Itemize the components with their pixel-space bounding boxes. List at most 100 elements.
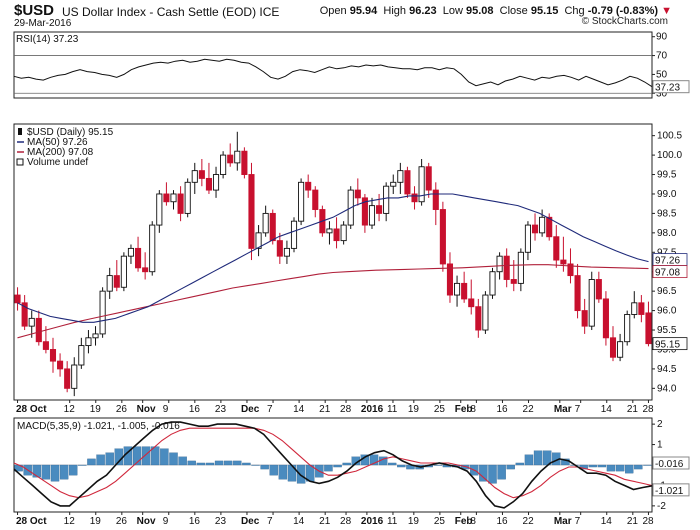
- macd-histogram-bar: [643, 464, 652, 466]
- macd-histogram-bar: [59, 464, 69, 480]
- rsi-tick-label: 50: [656, 69, 668, 80]
- macd-tick-label: -2: [657, 501, 666, 512]
- rsi-tick-label: 70: [656, 51, 668, 62]
- macd-histogram-bar: [196, 462, 206, 466]
- open-label: Open: [319, 5, 347, 17]
- close-label: Close: [499, 5, 528, 17]
- price-x-label: 2016: [361, 404, 384, 415]
- macd-histogram-bar: [533, 450, 543, 466]
- candle-body: [120, 255, 127, 288]
- candle-body: [106, 275, 113, 292]
- candle-body: [546, 216, 553, 238]
- macd-x-label: 28 Oct: [16, 516, 47, 527]
- candle-body: [333, 228, 340, 242]
- macd-x-label: 12: [64, 516, 76, 527]
- price-x-label: 26: [116, 404, 128, 415]
- low-value: 95.08: [465, 5, 494, 17]
- price-tick-label: 99.5: [657, 170, 677, 181]
- low-label: Low: [442, 5, 463, 17]
- candle-body: [432, 189, 439, 210]
- macd-histogram-bar: [506, 464, 515, 470]
- macd-histogram-bar: [497, 464, 506, 480]
- candle-body: [567, 263, 574, 277]
- macd-x-label: Nov: [137, 516, 156, 527]
- macd-histogram-bar: [78, 464, 87, 466]
- candle-body: [439, 209, 446, 265]
- price-x-label: 14: [293, 404, 305, 415]
- price-legend-item: MA(200) 97.08: [27, 147, 94, 158]
- candle-body: [404, 170, 411, 195]
- macd-signal-line: [13, 427, 653, 499]
- candle-body: [248, 174, 255, 249]
- candle-body: [170, 193, 177, 203]
- candle-body: [595, 279, 602, 300]
- macd-last-label: -1.021: [655, 486, 684, 497]
- macd-histogram-bar: [160, 448, 169, 466]
- macd-histogram-bar: [625, 464, 634, 474]
- candle-body: [99, 290, 106, 335]
- macd-x-label: 14: [601, 516, 613, 527]
- rsi-line: [13, 58, 653, 88]
- rsi-tick-label: 30: [656, 88, 668, 99]
- price-tick-label: 100.5: [657, 131, 682, 142]
- candle-body: [64, 368, 71, 389]
- candle-body: [149, 224, 156, 273]
- macd-line: [13, 421, 653, 509]
- macd-x-label: 14: [293, 516, 305, 527]
- candle-body: [517, 251, 524, 284]
- macd-histogram-bar: [515, 462, 525, 466]
- candle-body: [290, 220, 298, 249]
- price-last-tag: [652, 337, 688, 351]
- change-label: Chg: [564, 5, 585, 17]
- down-triangle-icon: ▼: [661, 5, 672, 17]
- candle-body: [468, 298, 475, 308]
- macd-histogram-bar: [187, 460, 196, 466]
- candle-body: [588, 279, 595, 327]
- candle-body: [205, 177, 212, 191]
- price-x-label: 16: [189, 404, 201, 415]
- macd-x-label: 28: [340, 516, 352, 527]
- price-x-label: 11: [387, 404, 398, 415]
- instrument-name: US Dollar Index - Cash Settle (EOD) ICE: [62, 5, 279, 19]
- price-x-label: 12: [64, 404, 76, 415]
- macd-histogram-bar: [278, 464, 288, 480]
- candle-body: [269, 212, 276, 242]
- price-x-label: 25: [434, 404, 446, 415]
- candle-body: [35, 317, 42, 343]
- candle-body: [142, 267, 149, 273]
- candle-body: [376, 205, 383, 214]
- price-tick-label: 97.5: [657, 247, 677, 258]
- macd-histogram-bar: [32, 464, 41, 478]
- candle-body: [553, 236, 560, 261]
- macd-x-label: 21: [319, 516, 331, 527]
- macd-histogram-bar: [87, 458, 96, 466]
- candle-body: [21, 302, 28, 327]
- candle-body: [234, 150, 241, 164]
- stockcharts-logo: © StockCharts.com: [581, 16, 668, 27]
- price-x-label: 9: [163, 404, 169, 415]
- candle-body: [127, 247, 135, 257]
- macd-x-label: Feb: [455, 516, 473, 527]
- candle-body: [42, 341, 49, 350]
- macd-last-label: -0.016: [655, 459, 684, 470]
- macd-x-label: 7: [267, 516, 273, 527]
- price-x-label: 8: [470, 404, 476, 415]
- macd-histogram-bar: [333, 464, 342, 468]
- candle-body: [454, 282, 461, 296]
- macd-x-label: 22: [523, 516, 535, 527]
- macd-histogram-bar: [287, 464, 297, 482]
- macd-x-label: 19: [408, 516, 420, 527]
- candle-body: [496, 255, 503, 273]
- rsi-last-tag: [652, 80, 690, 94]
- macd-x-label: 8: [470, 516, 476, 527]
- macd-histogram-bar: [178, 456, 187, 466]
- macd-histogram-bar: [606, 464, 616, 472]
- price-x-label: 19: [90, 404, 102, 415]
- price-tick-label: 100.0: [657, 150, 682, 161]
- candle-body: [212, 174, 220, 191]
- change-value: -0.79 (-0.83%): [587, 5, 659, 17]
- price-x-label: 28 Oct: [16, 404, 47, 415]
- price-tick-label: 98.5: [657, 208, 677, 219]
- price-tick-label: 98.0: [657, 228, 677, 239]
